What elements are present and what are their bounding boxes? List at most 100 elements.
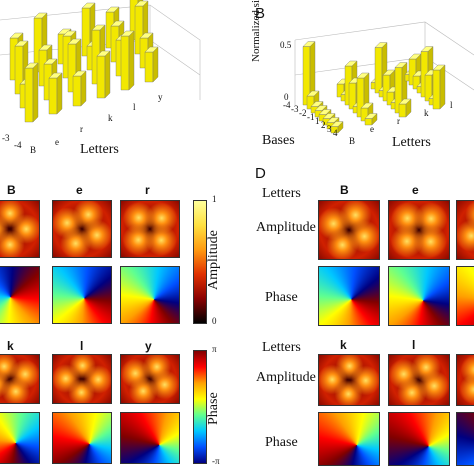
panel-d-row-label: Letters bbox=[262, 340, 301, 355]
panel-b-bar bbox=[356, 72, 370, 79]
panel-b-bar bbox=[322, 113, 336, 119]
panel-a-bar bbox=[91, 24, 106, 31]
panel-b-bar bbox=[344, 60, 358, 67]
amplitude-map bbox=[318, 200, 380, 260]
phase-colorbar-max: π bbox=[212, 344, 217, 354]
panel-b-bar bbox=[394, 62, 408, 68]
panel-a-bar bbox=[81, 2, 96, 9]
panel-a-bar bbox=[24, 62, 39, 69]
phase-colorbar-label: Phase bbox=[206, 392, 221, 425]
panel-b-bar bbox=[432, 64, 446, 71]
phase-map bbox=[0, 266, 40, 324]
panel-a-bar bbox=[67, 38, 82, 45]
amplitude-colorbar-min: 0 bbox=[212, 316, 217, 326]
phase-map bbox=[52, 412, 112, 464]
panel-c-letter: l bbox=[80, 339, 84, 353]
panel-a-bar bbox=[96, 50, 111, 57]
panel-a-bar bbox=[104, 50, 111, 99]
panel-a-bar bbox=[110, 20, 125, 27]
phase-colorbar bbox=[193, 350, 207, 464]
amplitude-map bbox=[0, 200, 40, 258]
panel-a-bar bbox=[48, 72, 63, 79]
panel-b-bar bbox=[432, 69, 441, 110]
panel-b-letter: k bbox=[424, 108, 429, 118]
panel-d-row-label: Letters bbox=[262, 186, 301, 201]
panel-b-base-tick: 4 bbox=[333, 128, 338, 138]
panel-d-row-label: Amplitude bbox=[256, 370, 316, 385]
panel-b-base-ticks: -4 -3 -2 -1 1 2 3 4 bbox=[283, 100, 383, 140]
panel-a-bar bbox=[80, 70, 87, 107]
panel-a-letters-label: Letters bbox=[80, 142, 119, 157]
panel-a-bar bbox=[96, 55, 106, 99]
panel-b-base-tick: 2 bbox=[321, 120, 326, 130]
panel-b-ylabel: Normalized signal bbox=[250, 0, 262, 62]
panel-b-base-tick: -4 bbox=[283, 100, 291, 110]
panel-c-letter: e bbox=[76, 183, 83, 197]
panel-d-row-label: Phase bbox=[265, 290, 298, 305]
amplitude-colorbar bbox=[193, 200, 207, 324]
amplitude-map bbox=[456, 354, 474, 406]
panel-b-first-letter: B bbox=[349, 136, 356, 146]
panel-a-letter: e bbox=[55, 137, 59, 147]
panel-b-bar bbox=[314, 105, 328, 111]
panel-c-letter: r bbox=[145, 183, 150, 197]
panel-a-bar bbox=[144, 46, 159, 53]
panel-c-letter: y bbox=[145, 339, 152, 353]
panel-b-letter: e bbox=[370, 124, 374, 134]
panel-a-bar bbox=[128, 30, 135, 91]
panel-b-bar bbox=[420, 46, 434, 52]
panel-b-bar bbox=[330, 121, 344, 127]
panel-c-letter: k bbox=[7, 339, 14, 353]
amplitude-map bbox=[0, 354, 40, 404]
phase-map bbox=[0, 412, 40, 464]
panel-a-base-tick: -4 bbox=[14, 140, 22, 150]
panel-b-bases-label: Bases bbox=[262, 133, 295, 148]
amplitude-map bbox=[120, 354, 180, 404]
phase-map bbox=[456, 266, 474, 326]
amplitude-map bbox=[318, 354, 380, 406]
panel-a-bar bbox=[62, 30, 77, 37]
panel-b-letters-label: Letters bbox=[392, 135, 431, 150]
panel-b-letter: l bbox=[450, 100, 453, 110]
panel-a-bar bbox=[72, 75, 82, 107]
panel-a-bar bbox=[38, 44, 53, 51]
panel-b-bars bbox=[302, 41, 446, 134]
panel-b-base-tick: 1 bbox=[315, 116, 320, 126]
panel-a-base-tick: -3 bbox=[2, 133, 10, 143]
panel-a-bar bbox=[14, 40, 29, 47]
phase-colorbar-min: -π bbox=[212, 456, 220, 466]
panel-a-bar bbox=[32, 62, 39, 123]
panel-a-first-letter: B bbox=[30, 145, 37, 155]
panel-b-bar bbox=[374, 47, 383, 94]
panel-a-bar bbox=[57, 28, 72, 35]
phase-map bbox=[388, 412, 450, 466]
panel-b-bar bbox=[318, 109, 332, 115]
phase-map bbox=[388, 266, 450, 326]
panel-b-chart bbox=[294, 21, 474, 134]
amplitude-map bbox=[456, 200, 474, 260]
panel-d-letter: e bbox=[412, 183, 419, 197]
panel-a-letter: y bbox=[158, 92, 163, 102]
panel-a-letter: r bbox=[80, 124, 83, 134]
panel-a-bar bbox=[9, 32, 24, 39]
panel-a-bar bbox=[139, 32, 154, 39]
panel-b-base-tick: 3 bbox=[327, 124, 332, 134]
panel-b-bar bbox=[360, 102, 374, 109]
panel-a-bars bbox=[9, 0, 159, 123]
panel-d-row-label: Amplitude bbox=[256, 220, 316, 235]
amplitude-colorbar-label: Amplitude bbox=[206, 230, 221, 290]
panel-b-bar bbox=[310, 101, 324, 107]
panel-a-letter: l bbox=[133, 102, 136, 112]
panel-b-bar bbox=[302, 41, 316, 47]
panel-d-letter: B bbox=[340, 183, 349, 197]
phase-map bbox=[120, 412, 180, 464]
panel-d-row-label: Phase bbox=[265, 435, 298, 450]
panel-b-bar bbox=[326, 117, 340, 123]
panel-a-bar bbox=[144, 51, 154, 83]
panel-b-base-tick: -1 bbox=[307, 112, 315, 122]
panel-c-letter: B bbox=[7, 183, 16, 197]
panel-a-bar bbox=[43, 58, 58, 65]
panel-a-bar bbox=[24, 67, 34, 123]
panel-a-bar bbox=[33, 12, 48, 19]
